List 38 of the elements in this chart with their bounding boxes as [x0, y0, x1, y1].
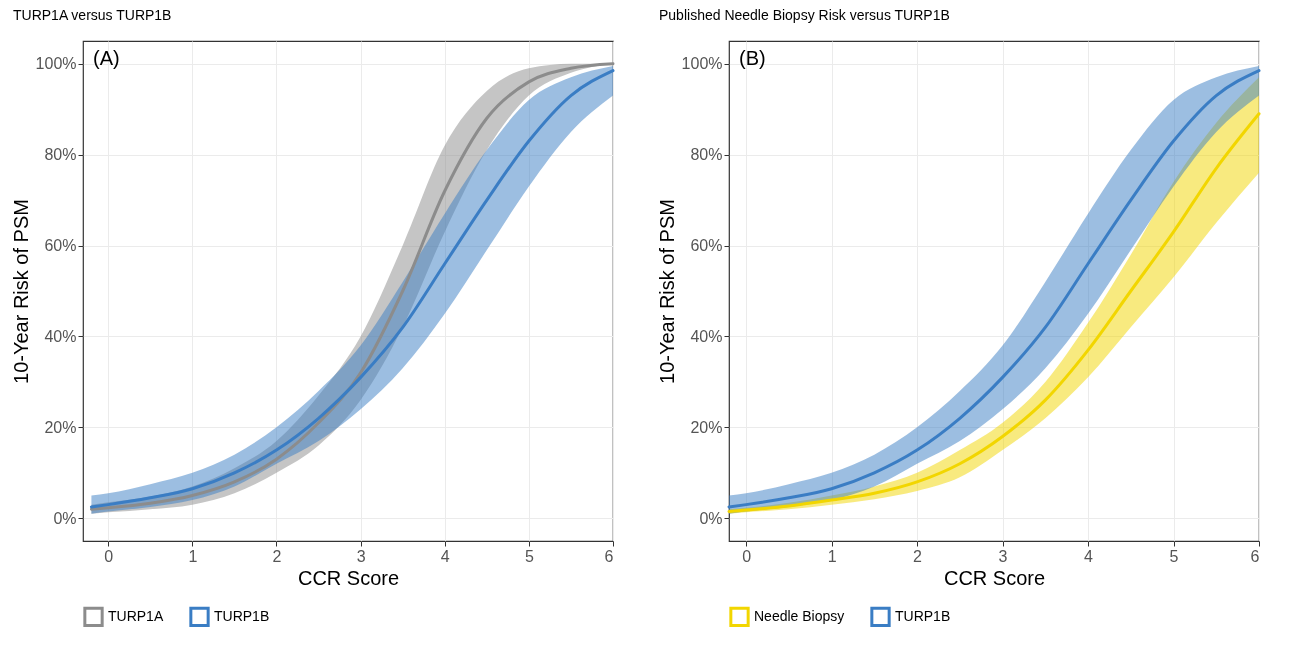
- y-tick-label: 60%: [44, 237, 77, 255]
- y-tick-label: 100%: [681, 55, 723, 73]
- x-tick-label: 1: [188, 547, 198, 565]
- x-tick-label: 5: [1169, 547, 1179, 565]
- x-axis-title: CCR Score: [943, 566, 1046, 589]
- x-tick-label: 6: [604, 547, 614, 565]
- x-tick-label: 3: [356, 547, 366, 565]
- x-tick-label: 2: [272, 547, 282, 565]
- x-tick-label: 0: [104, 547, 114, 565]
- y-tick-label: 80%: [690, 146, 723, 164]
- legend-label: Needle Biopsy: [754, 607, 845, 624]
- x-tick-label: 4: [1084, 547, 1094, 565]
- chart-title: TURP1A versus TURP1B: [13, 7, 172, 23]
- x-tick-label: 4: [440, 547, 450, 565]
- x-tick-label: 6: [1250, 547, 1260, 565]
- x-tick-label: 2: [913, 547, 923, 565]
- x-tick-label: 1: [827, 547, 837, 565]
- annotation: (B): [739, 47, 766, 69]
- y-tick-label: 40%: [690, 327, 723, 345]
- x-tick-label: 0: [742, 547, 752, 565]
- y-tick-label: 20%: [44, 418, 77, 436]
- y-tick-label: 0%: [699, 509, 723, 527]
- legend-label: TURP1A: [108, 607, 164, 624]
- annotation: (A): [93, 47, 120, 69]
- y-tick-label: 20%: [690, 418, 723, 436]
- x-tick-label: 5: [524, 547, 534, 565]
- y-tick-label: 0%: [53, 509, 77, 527]
- y-tick-label: 60%: [690, 237, 723, 255]
- x-axis-title: CCR Score: [297, 566, 400, 589]
- y-tick-label: 40%: [44, 327, 77, 345]
- chart-title: Published Needle Biopsy Risk versus TURP1B: [659, 7, 950, 23]
- legend-label: TURP1B: [895, 607, 951, 624]
- x-tick-label: 3: [998, 547, 1008, 565]
- y-tick-label: 80%: [44, 146, 77, 164]
- y-axis-title: 10-Year Risk of PSM: [9, 199, 32, 384]
- y-axis-title: 10-Year Risk of PSM: [655, 199, 678, 384]
- y-tick-label: 100%: [35, 55, 77, 73]
- legend-label: TURP1B: [214, 607, 270, 624]
